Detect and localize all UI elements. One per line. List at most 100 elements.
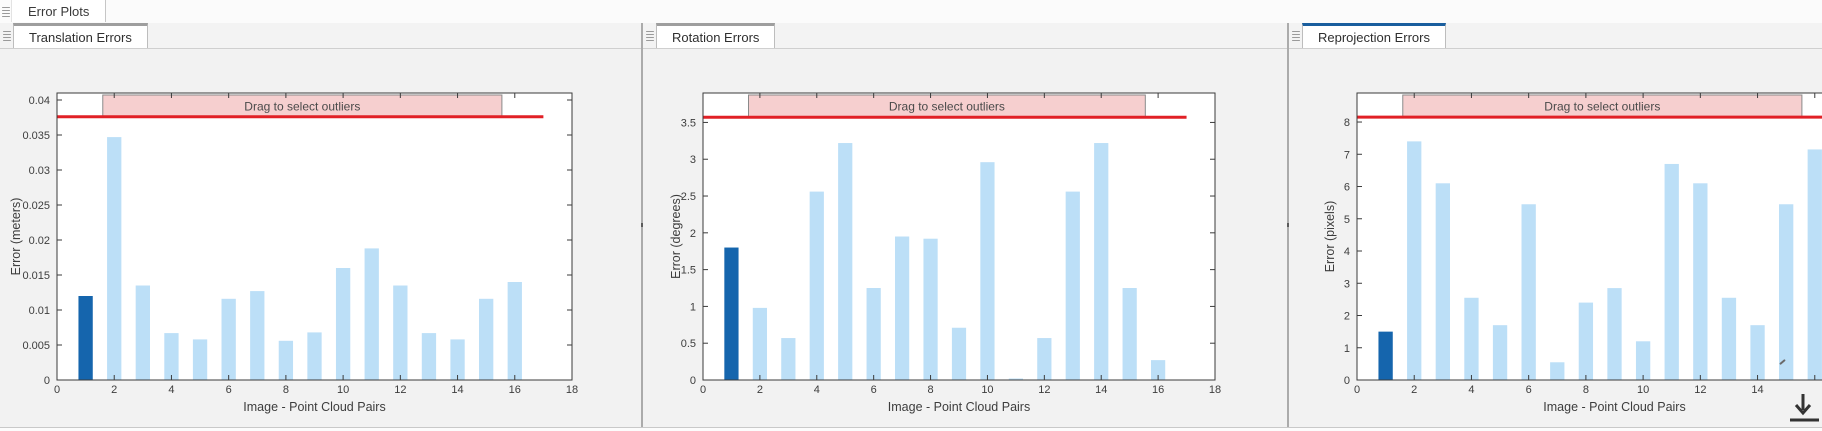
x-tick-label: 6 bbox=[226, 384, 232, 396]
error-bar[interactable] bbox=[364, 248, 379, 380]
error-bar[interactable] bbox=[1094, 143, 1109, 380]
drag-grip-icon[interactable] bbox=[3, 29, 11, 43]
y-tick-label: 2 bbox=[1344, 311, 1350, 323]
x-tick-label: 4 bbox=[1468, 384, 1474, 396]
outlier-band-label: Drag to select outliers bbox=[1544, 100, 1660, 114]
error-bar[interactable] bbox=[1721, 297, 1737, 380]
y-axis-label: Error (degrees) bbox=[669, 194, 683, 279]
error-bar[interactable] bbox=[1521, 204, 1536, 380]
y-tick-label: 0.035 bbox=[22, 130, 50, 142]
error-bar[interactable] bbox=[1008, 378, 1023, 380]
x-tick-label: 10 bbox=[337, 384, 349, 396]
error-bar[interactable] bbox=[1578, 302, 1594, 380]
drag-grip-icon[interactable] bbox=[2, 4, 10, 19]
error-bar[interactable] bbox=[724, 247, 739, 380]
y-tick-label: 0.5 bbox=[681, 338, 696, 350]
x-tick-label: 16 bbox=[1152, 384, 1164, 396]
error-bar[interactable] bbox=[135, 285, 150, 381]
error-bar[interactable] bbox=[1065, 191, 1080, 380]
error-bar[interactable] bbox=[752, 307, 767, 380]
error-bar[interactable] bbox=[951, 327, 967, 380]
error-bar[interactable] bbox=[1693, 183, 1708, 380]
x-tick-label: 12 bbox=[1694, 384, 1706, 396]
y-axis-label: Error (pixels) bbox=[1323, 201, 1337, 273]
error-bar[interactable] bbox=[1151, 360, 1166, 380]
error-bar[interactable] bbox=[1492, 325, 1508, 380]
error-bar[interactable] bbox=[1779, 204, 1794, 380]
error-bar[interactable] bbox=[450, 339, 465, 380]
error-bar[interactable] bbox=[923, 238, 938, 380]
error-bar[interactable] bbox=[421, 333, 437, 380]
error-bar[interactable] bbox=[250, 291, 265, 380]
x-tick-label: 2 bbox=[1411, 384, 1417, 396]
error-bar[interactable] bbox=[479, 298, 494, 380]
error-bar[interactable] bbox=[1635, 341, 1651, 380]
error-bar[interactable] bbox=[335, 268, 351, 380]
error-bar[interactable] bbox=[1607, 288, 1622, 380]
error-bar[interactable] bbox=[781, 338, 796, 380]
reprojection-errors-chart: Drag to select outliers 0 2 4 6 8 10 12 14 0 1 2 3 4 5… bbox=[1289, 48, 1822, 430]
error-bar[interactable] bbox=[838, 143, 853, 380]
error-bar[interactable] bbox=[393, 285, 408, 381]
fig-tab-label: Reprojection Errors bbox=[1318, 29, 1430, 45]
error-bar[interactable] bbox=[866, 288, 881, 380]
panel-header: Translation Errors bbox=[0, 23, 641, 49]
error-bar[interactable] bbox=[78, 296, 93, 380]
error-bar[interactable] bbox=[980, 162, 995, 380]
y-tick-label: 1 bbox=[690, 301, 696, 313]
drag-grip-icon[interactable] bbox=[646, 29, 654, 43]
axes-box bbox=[702, 92, 1216, 381]
error-bar[interactable] bbox=[1037, 338, 1052, 380]
error-bar[interactable] bbox=[895, 236, 910, 381]
x-tick-label: 12 bbox=[394, 384, 406, 396]
panel-rotation-errors: Rotation Errors Drag to select outliers 0… bbox=[643, 23, 1287, 430]
error-bar[interactable] bbox=[192, 339, 208, 380]
error-bar[interactable] bbox=[1464, 297, 1479, 380]
y-tick-label: 8 bbox=[1344, 117, 1350, 129]
error-bar[interactable] bbox=[1435, 183, 1450, 380]
error-bar[interactable] bbox=[1664, 163, 1679, 380]
error-bar[interactable] bbox=[1407, 141, 1422, 380]
error-bar[interactable] bbox=[1122, 288, 1137, 380]
error-bar[interactable] bbox=[1378, 331, 1393, 380]
tab-rotation-errors[interactable]: Rotation Errors bbox=[656, 23, 776, 48]
panel-header: Rotation Errors bbox=[643, 23, 1287, 49]
panel-splitter[interactable] bbox=[641, 23, 643, 430]
tab-translation-errors[interactable]: Translation Errors bbox=[13, 23, 148, 48]
error-bar[interactable] bbox=[507, 282, 522, 380]
x-axis-label: Image - Point Cloud Pairs bbox=[243, 400, 385, 414]
tab-reprojection-errors[interactable]: Reprojection Errors bbox=[1302, 23, 1446, 48]
bottom-edge bbox=[0, 427, 1822, 431]
rotation-errors-chart: Drag to select outliers 0 2 4 6 8 10 12 14 16 18 0 0… bbox=[643, 48, 1287, 430]
y-tick-label: 7 bbox=[1344, 149, 1350, 161]
error-bar[interactable] bbox=[1807, 149, 1822, 380]
error-bar[interactable] bbox=[107, 137, 122, 380]
error-bar[interactable] bbox=[1550, 362, 1565, 380]
y-tick-label: 3 bbox=[1344, 278, 1350, 290]
error-bar[interactable] bbox=[809, 191, 824, 380]
x-tick-label: 6 bbox=[1526, 384, 1532, 396]
x-tick-label: 0 bbox=[700, 384, 706, 396]
export-figure-icon[interactable] bbox=[1789, 392, 1822, 428]
document-tab-bar: Error Plots bbox=[0, 0, 1822, 24]
error-bar[interactable] bbox=[307, 332, 322, 380]
drag-grip-icon[interactable] bbox=[1292, 29, 1300, 43]
panel-splitter[interactable] bbox=[1287, 23, 1289, 430]
error-bar[interactable] bbox=[221, 298, 236, 380]
tab-error-plots[interactable]: Error Plots bbox=[11, 0, 107, 22]
error-bar[interactable] bbox=[164, 333, 179, 380]
axes-box bbox=[1356, 92, 1822, 381]
error-bar[interactable] bbox=[1750, 325, 1765, 380]
panel-reprojection-errors: Reprojection Errors Drag to select outli… bbox=[1289, 23, 1822, 430]
y-tick-label: 0.04 bbox=[29, 95, 50, 107]
panel-header: Reprojection Errors bbox=[1289, 23, 1822, 49]
x-tick-label: 2 bbox=[111, 384, 117, 396]
x-tick-label: 0 bbox=[1354, 384, 1360, 396]
outlier-band-label: Drag to select outliers bbox=[889, 100, 1005, 114]
x-axis-label: Image - Point Cloud Pairs bbox=[888, 400, 1030, 414]
x-tick-label: 2 bbox=[757, 384, 763, 396]
error-bar[interactable] bbox=[278, 340, 294, 380]
y-tick-label: 0 bbox=[44, 375, 50, 387]
